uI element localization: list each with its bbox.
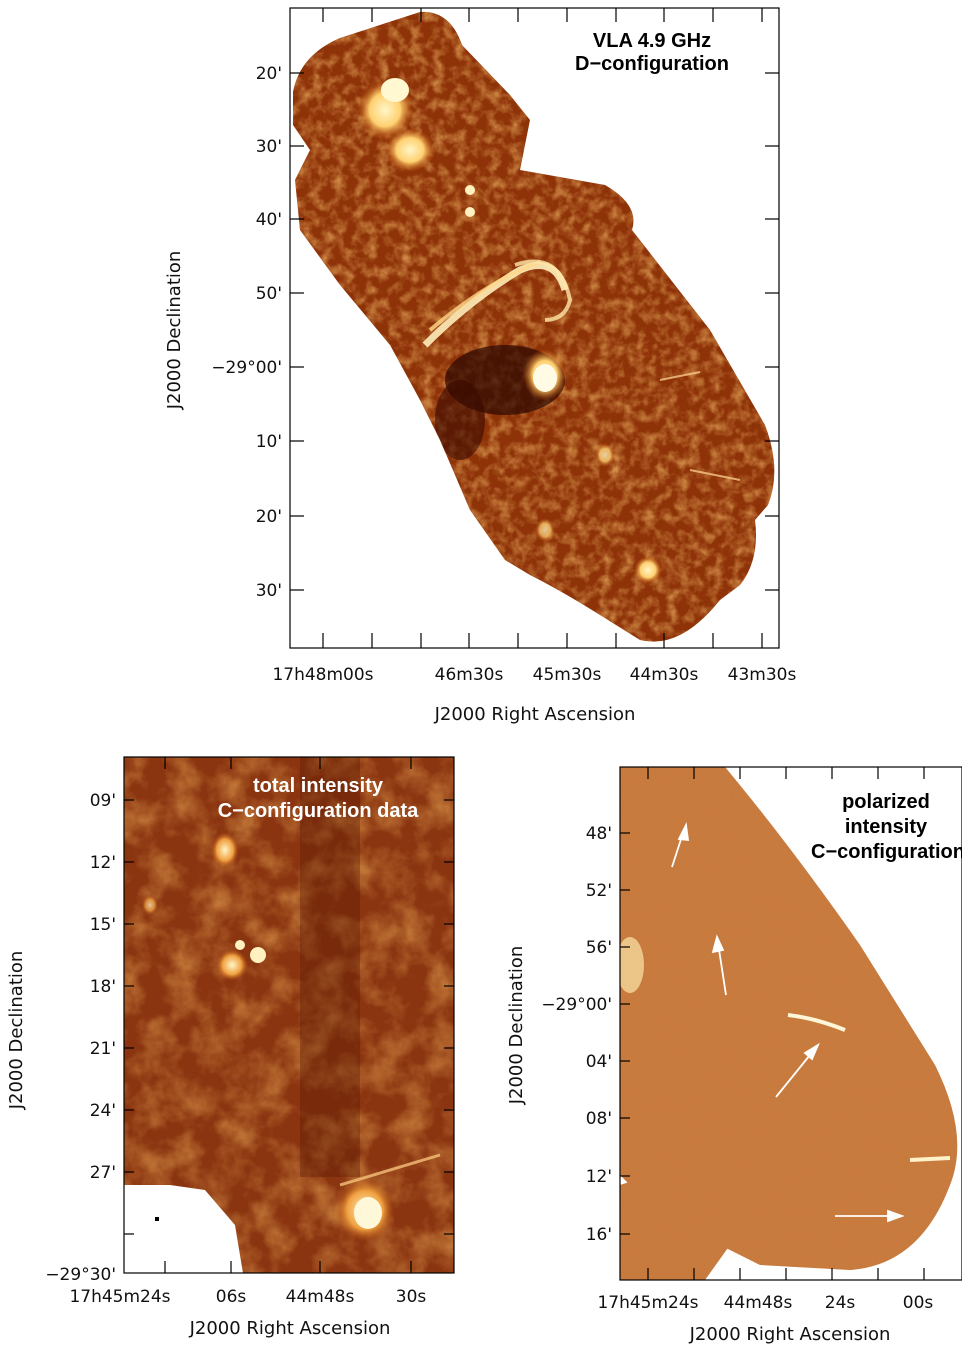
right-annotation-line: intensity [845, 816, 928, 838]
top-x-tick-label: 43m30s [728, 665, 797, 685]
left-y-tick-label: 12' [90, 853, 116, 873]
top-x-tick-label: 45m30s [533, 665, 602, 685]
top-x-tick-label: 46m30s [435, 665, 504, 685]
left-y-tick-label: 27' [90, 1163, 116, 1183]
top-plot-frame [289, 7, 780, 649]
right-annotation-line: C−configuration [811, 841, 962, 863]
top-y-tick-label: 20' [256, 507, 282, 527]
right-y-tick-label: 48' [586, 824, 612, 844]
right-y-tick-label: 12' [586, 1167, 612, 1187]
top-y-tick-label: 10' [256, 432, 282, 452]
left-map-panel: 09' 12' 15' 18' 21' 24' 27' −29°30' 17h4… [0, 745, 470, 1347]
right-y-tick-label: −29°00' [541, 995, 612, 1015]
right-y-tick-marks [620, 832, 630, 1235]
right-map-panel: 48' 52' 56' −29°00' 04' 08' 12' 16' 17h4… [470, 745, 962, 1347]
left-x-axis-label: J2000 Right Ascension [189, 1318, 391, 1339]
left-y-tick-label: −29°30' [45, 1265, 116, 1285]
left-x-tick-label: 17h45m24s [69, 1287, 170, 1307]
left-plot-frame [123, 756, 455, 1274]
right-x-tick-label: 24s [825, 1293, 856, 1313]
left-y-tick-label: 15' [90, 915, 116, 935]
right-y-tick-label: 56' [586, 938, 612, 958]
left-x-tick-marks [164, 757, 412, 1273]
left-y-tick-label: 21' [90, 1039, 116, 1059]
top-x-tick-label: 44m30s [630, 665, 699, 685]
top-y-tick-label: 20' [256, 64, 282, 84]
right-y-tick-label: 04' [586, 1052, 612, 1072]
arrow-markers [671, 821, 905, 1223]
left-x-tick-label: 44m48s [286, 1287, 355, 1307]
left-annotation-line: C−configuration data [218, 800, 419, 822]
left-y-tick-label: 18' [90, 977, 116, 997]
right-x-tick-label: 17h45m24s [597, 1293, 698, 1313]
top-x-axis-label: J2000 Right Ascension [434, 704, 636, 725]
top-x-tick-label: 17h48m00s [272, 665, 373, 685]
top-y-tick-label: 40' [256, 210, 282, 230]
left-y-tick-label: 09' [90, 791, 116, 811]
right-x-axis-label: J2000 Right Ascension [689, 1324, 891, 1345]
top-annotation-line: VLA 4.9 GHz [593, 30, 711, 52]
top-y-axis-label: J2000 Declination [164, 251, 185, 411]
right-x-tick-label: 44m48s [724, 1293, 793, 1313]
top-y-tick-label: 30' [256, 137, 282, 157]
right-annotation-line: polarized [842, 791, 930, 813]
right-x-tick-label: 00s [903, 1293, 934, 1313]
left-y-tick-marks [124, 799, 454, 1235]
top-y-tick-label: 30' [256, 581, 282, 601]
right-y-axis-label: J2000 Declination [506, 946, 527, 1106]
right-y-tick-label: 08' [586, 1109, 612, 1129]
left-y-tick-label: 24' [90, 1101, 116, 1121]
top-y-tick-label: −29°00' [211, 358, 282, 378]
right-x-tick-marks [647, 767, 925, 1280]
top-y-tick-label: 50' [256, 284, 282, 304]
left-x-tick-label: 30s [396, 1287, 427, 1307]
right-y-tick-label: 52' [586, 881, 612, 901]
top-annotation-line: D−configuration [575, 53, 729, 75]
left-annotation-line: total intensity [253, 775, 384, 797]
top-x-tick-marks [322, 8, 763, 648]
left-y-axis-label: J2000 Declination [6, 951, 27, 1111]
right-plot-frame [619, 766, 962, 1281]
top-radio-map [293, 11, 775, 642]
right-y-tick-label: 16' [586, 1225, 612, 1245]
top-map-panel: 20' 30' 40' 50' −29°00' 10' 20' 30' 17h4… [164, 7, 797, 725]
top-y-tick-marks [290, 72, 779, 591]
left-radio-map [124, 757, 454, 1273]
left-x-tick-label: 06s [216, 1287, 247, 1307]
